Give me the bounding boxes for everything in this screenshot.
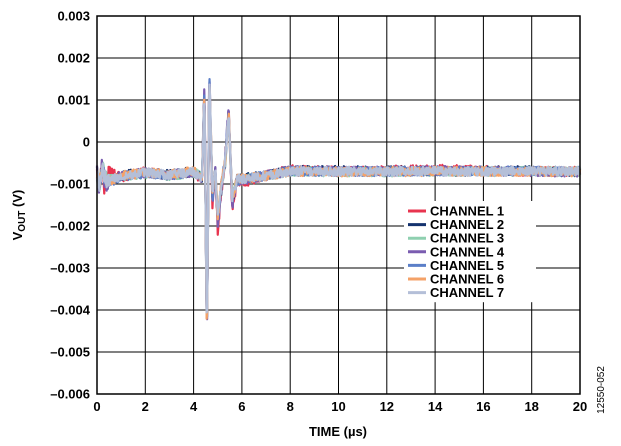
series-layer xyxy=(95,78,582,321)
legend-label: CHANNEL 5 xyxy=(430,258,504,273)
figure-id: 12550-052 xyxy=(596,366,607,414)
x-axis-title: TIME (µs) xyxy=(309,424,367,439)
x-tick-label: 18 xyxy=(524,399,538,414)
y-axis-title: VOUT (V) xyxy=(10,190,28,241)
x-axis-ticks: 0 2 4 6 8 10 12 14 16 18 20 xyxy=(93,399,587,414)
y-tick-label: –0.001 xyxy=(50,177,90,192)
y-tick-label: –0.003 xyxy=(50,261,90,276)
y-tick-label: –0.006 xyxy=(50,387,90,402)
x-tick-label: 10 xyxy=(331,399,345,414)
y-axis-title-main: V xyxy=(10,231,25,240)
x-tick-label: 0 xyxy=(93,399,100,414)
y-tick-label: 0.003 xyxy=(57,9,90,24)
legend-label: CHANNEL 4 xyxy=(430,244,505,259)
legend-label: CHANNEL 1 xyxy=(430,204,504,219)
legend-label: CHANNEL 2 xyxy=(430,217,504,232)
y-axis-title-unit: (V) xyxy=(10,190,25,211)
x-tick-label: 6 xyxy=(238,399,245,414)
legend-label: CHANNEL 3 xyxy=(430,231,504,246)
plot-frame xyxy=(96,15,581,395)
y-tick-label: –0.002 xyxy=(50,219,90,234)
x-tick-label: 20 xyxy=(573,399,587,414)
x-tick-label: 2 xyxy=(142,399,149,414)
y-tick-label: –0.004 xyxy=(50,303,91,318)
x-tick-label: 14 xyxy=(428,399,443,414)
series-line-7 xyxy=(95,83,581,314)
x-tick-label: 12 xyxy=(380,399,394,414)
y-tick-label: –0.005 xyxy=(50,345,90,360)
legend-label: CHANNEL 6 xyxy=(430,272,504,287)
x-tick-label: 8 xyxy=(287,399,294,414)
y-tick-label: 0 xyxy=(83,135,90,150)
x-tick-label: 4 xyxy=(190,399,198,414)
y-tick-label: 0.002 xyxy=(57,51,90,66)
y-axis-title-sub: OUT xyxy=(17,211,28,232)
y-tick-label: 0.001 xyxy=(57,93,90,108)
legend-label: CHANNEL 7 xyxy=(430,285,504,300)
x-tick-label: 16 xyxy=(476,399,490,414)
y-axis-ticks: 0.003 0.002 0.001 0 –0.001 –0.002 –0.003 –0.004… xyxy=(50,9,91,402)
